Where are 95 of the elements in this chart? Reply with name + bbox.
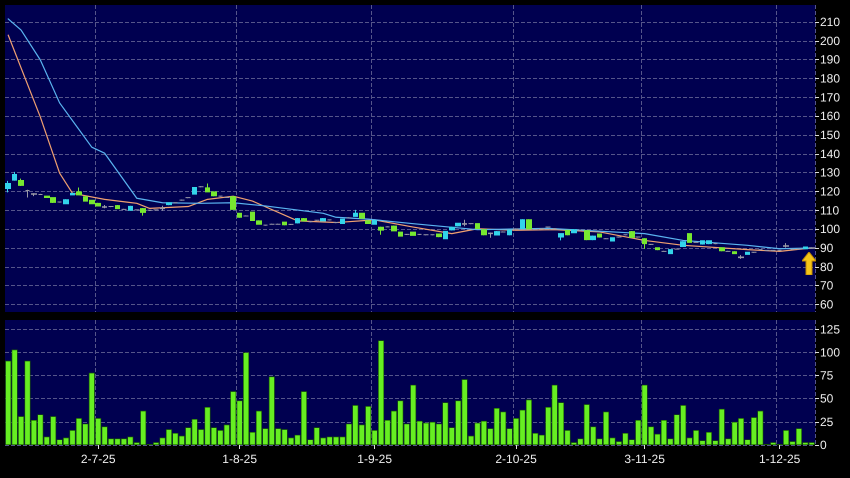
candlestick [494,230,500,236]
candlestick [449,226,455,231]
candlestick [237,212,242,218]
candlestick [680,240,686,248]
candlestick [642,238,647,250]
candlestick [500,230,506,234]
candlestick [230,196,236,210]
candlestick [224,196,230,199]
candlestick [25,189,30,198]
y-tick-label: 125 [820,322,840,336]
candlestick [378,226,384,236]
y-tick-label: 110 [820,203,840,218]
x-tick-label: 2-10-25 [495,452,538,466]
candlestick [507,229,512,236]
candlestick [192,186,197,196]
y-tick-label: 90 [820,240,834,255]
y-tick-label: 150 [820,128,840,142]
candlestick [282,221,287,226]
candlestick [340,218,345,225]
candlestick [635,236,641,238]
candlestick [629,230,635,238]
x-tick-label: 3-11-25 [624,452,666,466]
candlestick [359,212,365,220]
candlestick [372,219,377,226]
candlestick [610,236,615,242]
candlestick [365,220,371,225]
y-tick-label: 130 [820,166,840,180]
candlestick [488,232,493,238]
candlestick [76,187,82,196]
y-tick-label: 200 [820,34,840,48]
y-tick-label: 50 [820,392,834,406]
y-tick-label: 170 [820,90,840,104]
candlestick [803,246,808,250]
candlestick [398,231,403,238]
candlestick [160,205,165,212]
candlestick [738,254,744,260]
y-tick-label: 25 [820,414,834,429]
candlestick [12,171,17,182]
y-tick-label: 0 [820,438,827,452]
x-tick-label: 2-7-25 [80,452,116,466]
y-tick-label: 140 [820,146,840,161]
candlestick [436,232,442,238]
candlestick [320,218,326,222]
candlestick [687,232,692,244]
candlestick [57,200,62,204]
y-tick-label: 160 [820,109,840,124]
x-tick-label: 1-12-25 [758,452,801,466]
candlestick [18,178,24,186]
candlestick [745,251,750,256]
candlestick [391,225,397,232]
candlestick [410,231,416,236]
candlestick [668,248,673,255]
candlestick [166,202,172,206]
candlestick [333,221,339,224]
candlestick [520,218,525,230]
candlestick [616,236,622,238]
candlestick [719,246,725,252]
candlestick [584,230,590,241]
candlestick [558,232,564,241]
y-tick-label: 80 [820,260,834,274]
candlestick [443,230,448,240]
candlestick [545,226,551,228]
y-tick-label: 70 [820,278,834,293]
y-tick-label: 100 [820,345,840,360]
candlestick [295,218,300,224]
candlestick [475,222,480,230]
y-tick-label: 100 [820,222,840,236]
y-tick-label: 190 [820,52,840,67]
candlestick [115,204,120,210]
candlestick [128,205,133,212]
y-tick-label: 180 [820,71,840,86]
candlestick [353,209,358,218]
candlestick [63,198,69,205]
y-tick-label: 120 [820,184,840,198]
candlestick [481,228,487,236]
candlestick [590,235,596,241]
candlestick [526,218,532,230]
candlestick [301,218,307,222]
x-tick-label: 1-8-25 [222,452,258,466]
candlestick [571,228,577,234]
candlestick [513,228,519,230]
candlestick [597,232,602,238]
candlestick [140,208,146,216]
x-tick-label: 1-9-25 [357,452,392,466]
candlestick [243,214,249,218]
y-tick-label: 75 [820,368,834,383]
candlestick [5,180,11,193]
y-tick-label: 210 [820,14,840,29]
y-tick-label: 60 [820,297,834,312]
candlestick [455,222,461,227]
candlestick [783,242,789,248]
candlestick [565,229,570,236]
candlestick [70,192,75,196]
candlestick [655,246,660,251]
candlestick [732,250,737,255]
